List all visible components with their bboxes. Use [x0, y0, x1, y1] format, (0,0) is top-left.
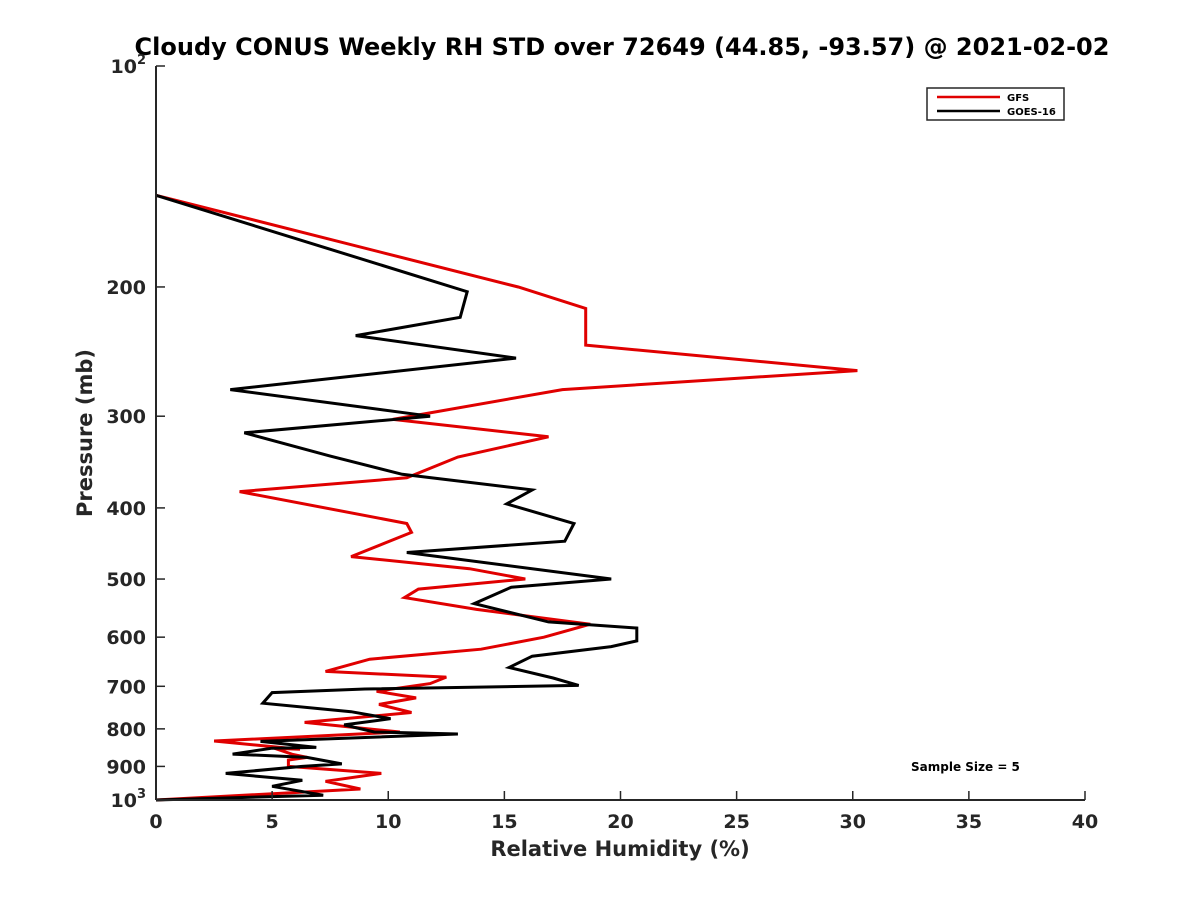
x-tick-label: 5 — [266, 811, 279, 833]
y-tick-label: 200 — [106, 277, 146, 299]
x-axis-ticks: 0 5 10 15 20 25 30 35 40 — [149, 791, 1098, 833]
x-tick-label: 40 — [1072, 811, 1098, 833]
chart-title: Cloudy CONUS Weekly RH STD over 72649 (4… — [135, 33, 1110, 61]
series-layer — [155, 193, 858, 802]
legend: GFS GOES-16 — [926, 87, 1065, 121]
y-tick-label: 103 — [111, 787, 147, 812]
x-axis-label: Relative Humidity (%) — [490, 837, 749, 861]
x-tick-label: 20 — [607, 811, 633, 833]
legend-label-goes16: GOES-16 — [1007, 107, 1056, 118]
x-tick-label: 10 — [375, 811, 401, 833]
x-tick-label: 15 — [491, 811, 517, 833]
legend-box — [926, 87, 1065, 121]
x-tick-label: 25 — [723, 811, 749, 833]
series-line-goes16 — [155, 193, 639, 802]
legend-label-gfs: GFS — [1007, 93, 1029, 104]
x-tick-label: 35 — [956, 811, 982, 833]
x-tick-label: 30 — [840, 811, 866, 833]
y-tick-label: 600 — [106, 627, 146, 649]
y-tick-label: 500 — [106, 569, 146, 591]
y-tick-label: 400 — [106, 498, 146, 520]
series-line-gfs — [155, 193, 858, 802]
y-axis-label: Pressure (mb) — [73, 349, 97, 517]
y-tick-label: 300 — [106, 406, 146, 428]
sample-size-annotation: Sample Size = 5 — [911, 760, 1020, 774]
y-tick-label: 102 — [111, 53, 147, 78]
y-tick-label: 700 — [106, 676, 146, 698]
y-axis-ticks: 102 200 300 400 500 600 700 800 900 103 — [106, 53, 165, 812]
y-tick-label: 800 — [106, 719, 146, 741]
x-tick-label: 0 — [149, 811, 162, 833]
y-tick-label: 900 — [106, 756, 146, 778]
